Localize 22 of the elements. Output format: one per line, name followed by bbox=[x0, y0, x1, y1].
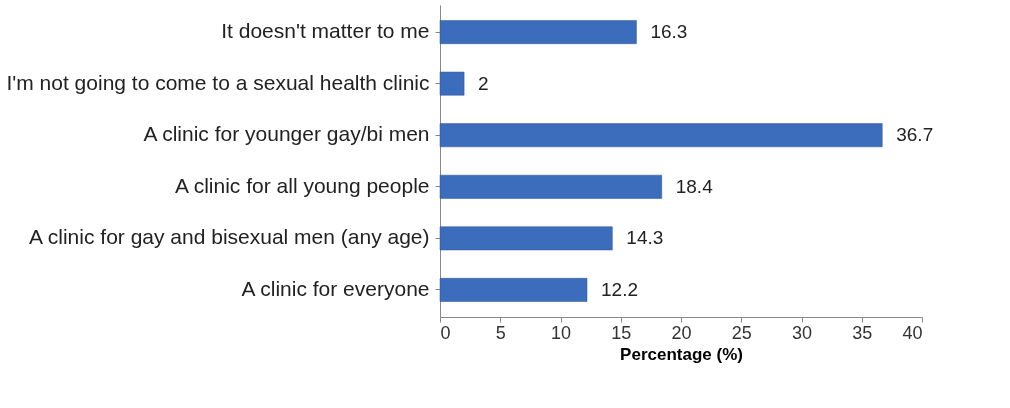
x-axis-title: Percentage (%) bbox=[620, 344, 743, 364]
x-tick-label: 10 bbox=[550, 322, 572, 343]
x-tick-label: 0 bbox=[440, 322, 451, 343]
data-label: 2 bbox=[478, 72, 489, 94]
x-tick-label: 35 bbox=[852, 322, 873, 343]
y-tick-label: A clinic for everyone bbox=[241, 276, 430, 300]
x-tick-label: 30 bbox=[791, 322, 813, 343]
y-tick-label: A clinic for younger gay/bi men bbox=[143, 122, 430, 146]
y-tick-label: A clinic for gay and bisexual men (any age) bbox=[29, 225, 430, 249]
x-tick-label: 25 bbox=[731, 322, 752, 343]
data-label: 18.4 bbox=[675, 175, 714, 197]
y-tick-label: It doesn't matter to me bbox=[221, 19, 430, 43]
data-label: 14.3 bbox=[626, 227, 664, 249]
data-label: 12.2 bbox=[601, 278, 638, 300]
data-label: 36.7 bbox=[896, 124, 934, 146]
x-tick-label: 20 bbox=[671, 322, 692, 343]
data-label: 16.3 bbox=[650, 21, 688, 43]
x-tick-label: 40 bbox=[902, 322, 923, 343]
x-tick-label: 15 bbox=[611, 322, 632, 343]
y-tick-label: A clinic for all young people bbox=[175, 173, 430, 197]
y-tick-label: I'm not going to come to a sexual health clinic bbox=[6, 70, 430, 94]
x-tick-label: 5 bbox=[495, 322, 506, 343]
